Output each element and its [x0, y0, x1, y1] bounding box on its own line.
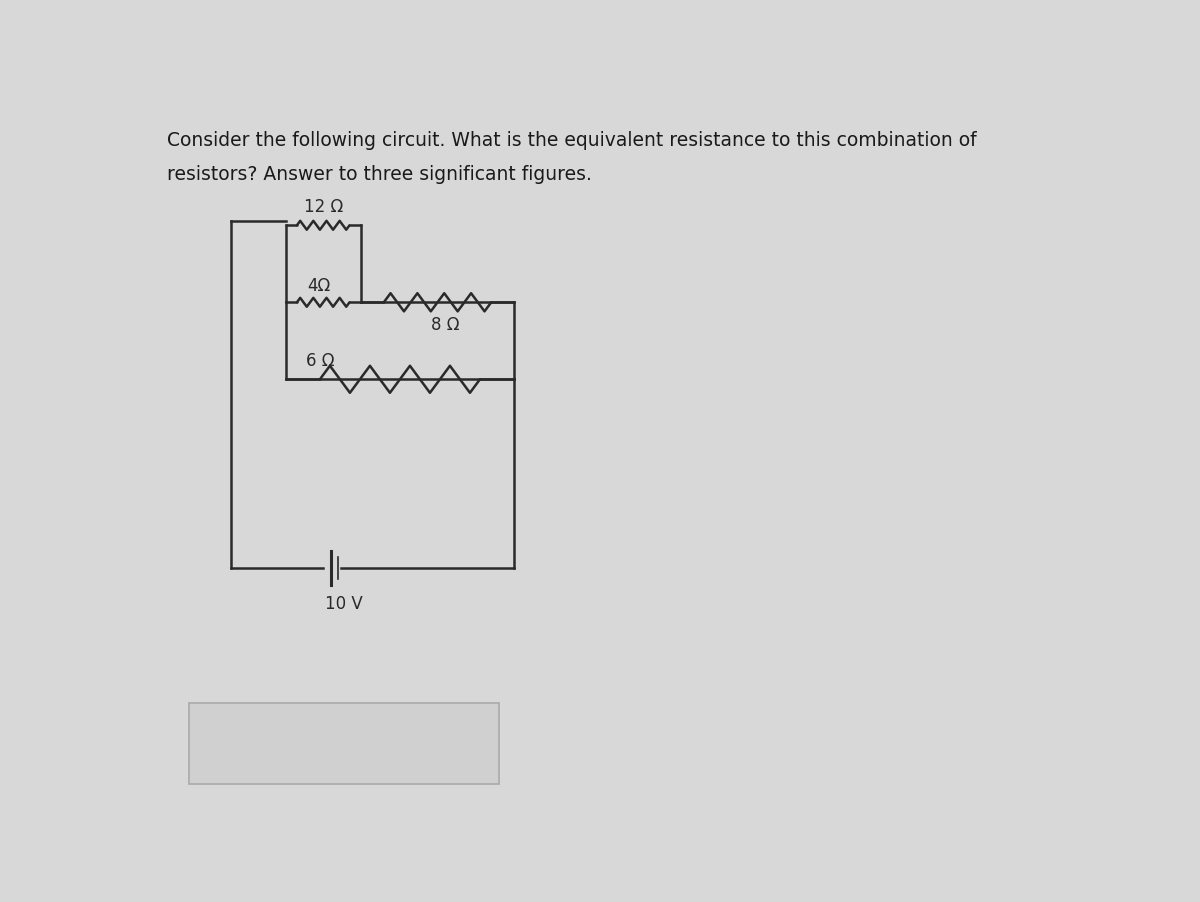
Bar	[188, 703, 499, 784]
Text: 12 Ω: 12 Ω	[304, 198, 343, 216]
Text: 10 V: 10 V	[325, 595, 362, 612]
Text: 4Ω: 4Ω	[307, 277, 331, 295]
Text: resistors? Answer to three significant figures.: resistors? Answer to three significant f…	[167, 165, 592, 184]
Text: Consider the following circuit. What is the equivalent resistance to this combin: Consider the following circuit. What is …	[167, 132, 977, 151]
Text: 6 Ω: 6 Ω	[306, 352, 335, 370]
Text: 8 Ω: 8 Ω	[431, 316, 460, 334]
